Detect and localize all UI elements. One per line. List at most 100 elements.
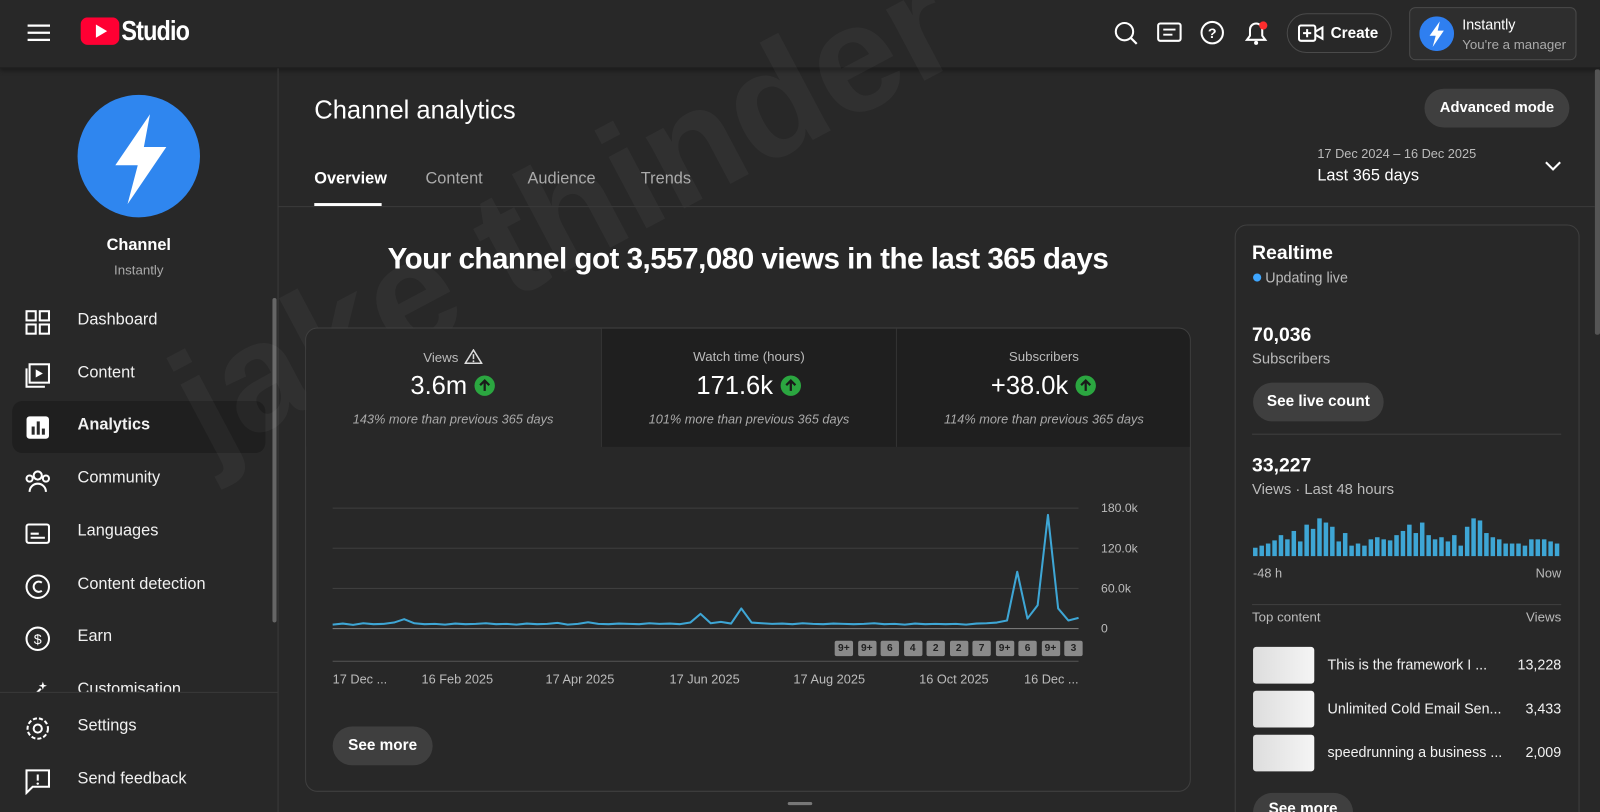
- nav-item[interactable]: Languages: [12, 507, 265, 559]
- realtime-bar: [1285, 539, 1290, 557]
- realtime-bar: [1439, 537, 1444, 557]
- nav-item[interactable]: Community: [12, 454, 265, 506]
- realtime-bar: [1349, 545, 1354, 557]
- nav-label: Content: [77, 363, 135, 382]
- annotation-badge[interactable]: 9+: [1041, 640, 1060, 657]
- metric-label-text: Watch time (hours): [693, 348, 805, 365]
- realtime-bar: [1253, 547, 1258, 557]
- nav-label: Settings: [77, 717, 137, 735]
- top-content-item[interactable]: This is the framework I ... 13,228: [1253, 646, 1561, 684]
- annotation-badge[interactable]: 9+: [857, 640, 877, 657]
- annotation-badge[interactable]: 7: [972, 640, 991, 657]
- annotation-badge[interactable]: 3: [1064, 640, 1083, 657]
- metric-tab[interactable]: Subscribers +38.0k 114% more than previous…: [895, 328, 1190, 447]
- tabs-divider: [278, 206, 1595, 208]
- realtime-bar: [1407, 524, 1412, 557]
- date-range: 17 Dec 2024 – 16 Dec 2025: [1317, 146, 1477, 162]
- nav-list: Dashboard Content Analytics Community Langua…: [0, 296, 278, 692]
- tab[interactable]: Audience: [527, 170, 596, 188]
- metric-note: 114% more than previous 365 days: [943, 412, 1144, 427]
- annotation-badge[interactable]: 9+: [995, 640, 1014, 657]
- subscriber-label: Subscribers: [1252, 351, 1331, 368]
- x-tick-label: 16 Feb 2025: [422, 672, 494, 687]
- period[interactable]: Last 365 days: [1317, 167, 1419, 185]
- nav-icon: [26, 416, 49, 440]
- footer-nav-item[interactable]: Settings: [12, 702, 265, 754]
- nav-label: Content detection: [77, 574, 206, 593]
- realtime-bar: [1509, 543, 1515, 557]
- metric-tab[interactable]: Watch time (hours) 171.6k 101% more than p…: [601, 328, 896, 447]
- nav-label: Customisation: [77, 680, 181, 692]
- item-title: Unlimited Cold Email Sen...: [1327, 699, 1502, 717]
- logo-icon[interactable]: [80, 17, 120, 46]
- realtime-bar: [1445, 541, 1451, 557]
- trend-up-icon: [1075, 375, 1096, 396]
- period-dropdown-icon[interactable]: [1544, 160, 1562, 172]
- top-content-item[interactable]: speedrunning a business ... 2,009: [1253, 734, 1562, 772]
- y-tick-label: 180.0k: [1101, 501, 1139, 515]
- channel-avatar[interactable]: [77, 94, 201, 218]
- footer-nav-item[interactable]: Send feedback: [12, 755, 265, 807]
- top-content-item[interactable]: Unlimited Cold Email Sen... 3,433: [1253, 690, 1561, 728]
- svg-text:$: $: [34, 632, 42, 648]
- nav-item[interactable]: Analytics: [12, 401, 266, 454]
- realtime-see-more[interactable]: See more: [1253, 792, 1354, 812]
- trend-up-icon: [780, 375, 801, 396]
- annotation-badge[interactable]: 2: [926, 640, 945, 657]
- nav-label: Languages: [77, 522, 159, 540]
- realtime-bar: [1375, 537, 1380, 557]
- tab[interactable]: Content: [425, 170, 483, 188]
- live-count-button[interactable]: See live count: [1253, 382, 1384, 422]
- metric-tab[interactable]: Views 3.6m 143% more than previous 365 day…: [306, 328, 600, 447]
- headline: Your channel got 3,557,080 views in the …: [387, 242, 1109, 276]
- nav-label: Dashboard: [77, 311, 158, 329]
- x-tick-label: 17 Dec ...: [333, 672, 388, 687]
- top-content-label: Top content: [1252, 609, 1321, 625]
- create-button[interactable]: Create: [1286, 13, 1392, 54]
- metrics-card: Views 3.6m 143% more than previous 365 day…: [305, 327, 1191, 792]
- views-line: [332, 513, 1079, 626]
- realtime-card: [1234, 224, 1580, 812]
- thumbnail: [1253, 734, 1315, 772]
- annotation-badge[interactable]: 9+: [834, 640, 854, 657]
- annotation-badge[interactable]: 6: [1018, 640, 1037, 657]
- annotation-badge[interactable]: 4: [903, 640, 922, 657]
- realtime-status: Updating live: [1265, 269, 1348, 286]
- sidebar-divider: [277, 68, 279, 812]
- nav-item[interactable]: Content: [12, 349, 265, 401]
- nav-icon: [26, 717, 49, 740]
- nav-item[interactable]: $ Earn: [12, 612, 265, 664]
- tab-underline: [314, 203, 382, 207]
- realtime-divider: [1252, 604, 1562, 606]
- trend-up-icon: [474, 375, 495, 396]
- realtime-bar: [1336, 541, 1342, 557]
- metric-note: 143% more than previous 365 days: [352, 412, 554, 427]
- menu-icon[interactable]: [27, 22, 52, 42]
- realtime-chart: -48 h Now: [1253, 518, 1562, 581]
- views-label: Views · Last 48 hours: [1252, 481, 1395, 498]
- item-views: 2,009: [1525, 743, 1562, 761]
- metric-value-text: 3.6m: [410, 371, 468, 400]
- annotation-badge[interactable]: 6: [880, 640, 899, 657]
- tab[interactable]: Trends: [640, 170, 692, 188]
- annotation-badge[interactable]: 2: [949, 640, 968, 657]
- svg-text:?: ?: [1208, 26, 1217, 42]
- advanced-mode-button[interactable]: Advanced mode: [1424, 88, 1570, 128]
- header-icons[interactable]: ?: [1113, 20, 1276, 47]
- realtime-bar: [1330, 526, 1335, 557]
- nav-item[interactable]: Customisation: [12, 665, 265, 692]
- nav-item[interactable]: Content detection: [12, 560, 265, 612]
- realtime-bar: [1464, 526, 1470, 557]
- nav-icon: [25, 470, 50, 493]
- realtime-bar: [1471, 518, 1476, 557]
- channel-label: Channel: [106, 236, 171, 255]
- tab[interactable]: Overview: [314, 170, 387, 188]
- metric-value-text: +38.0k: [990, 371, 1069, 400]
- metric-label: Views: [306, 348, 600, 365]
- warning-icon: [464, 348, 484, 365]
- account-switcher[interactable]: Instantly You're a manager: [1409, 7, 1577, 61]
- nav-item[interactable]: Dashboard: [12, 296, 265, 348]
- realtime-bar: [1368, 539, 1374, 557]
- see-more-button[interactable]: See more: [332, 726, 433, 766]
